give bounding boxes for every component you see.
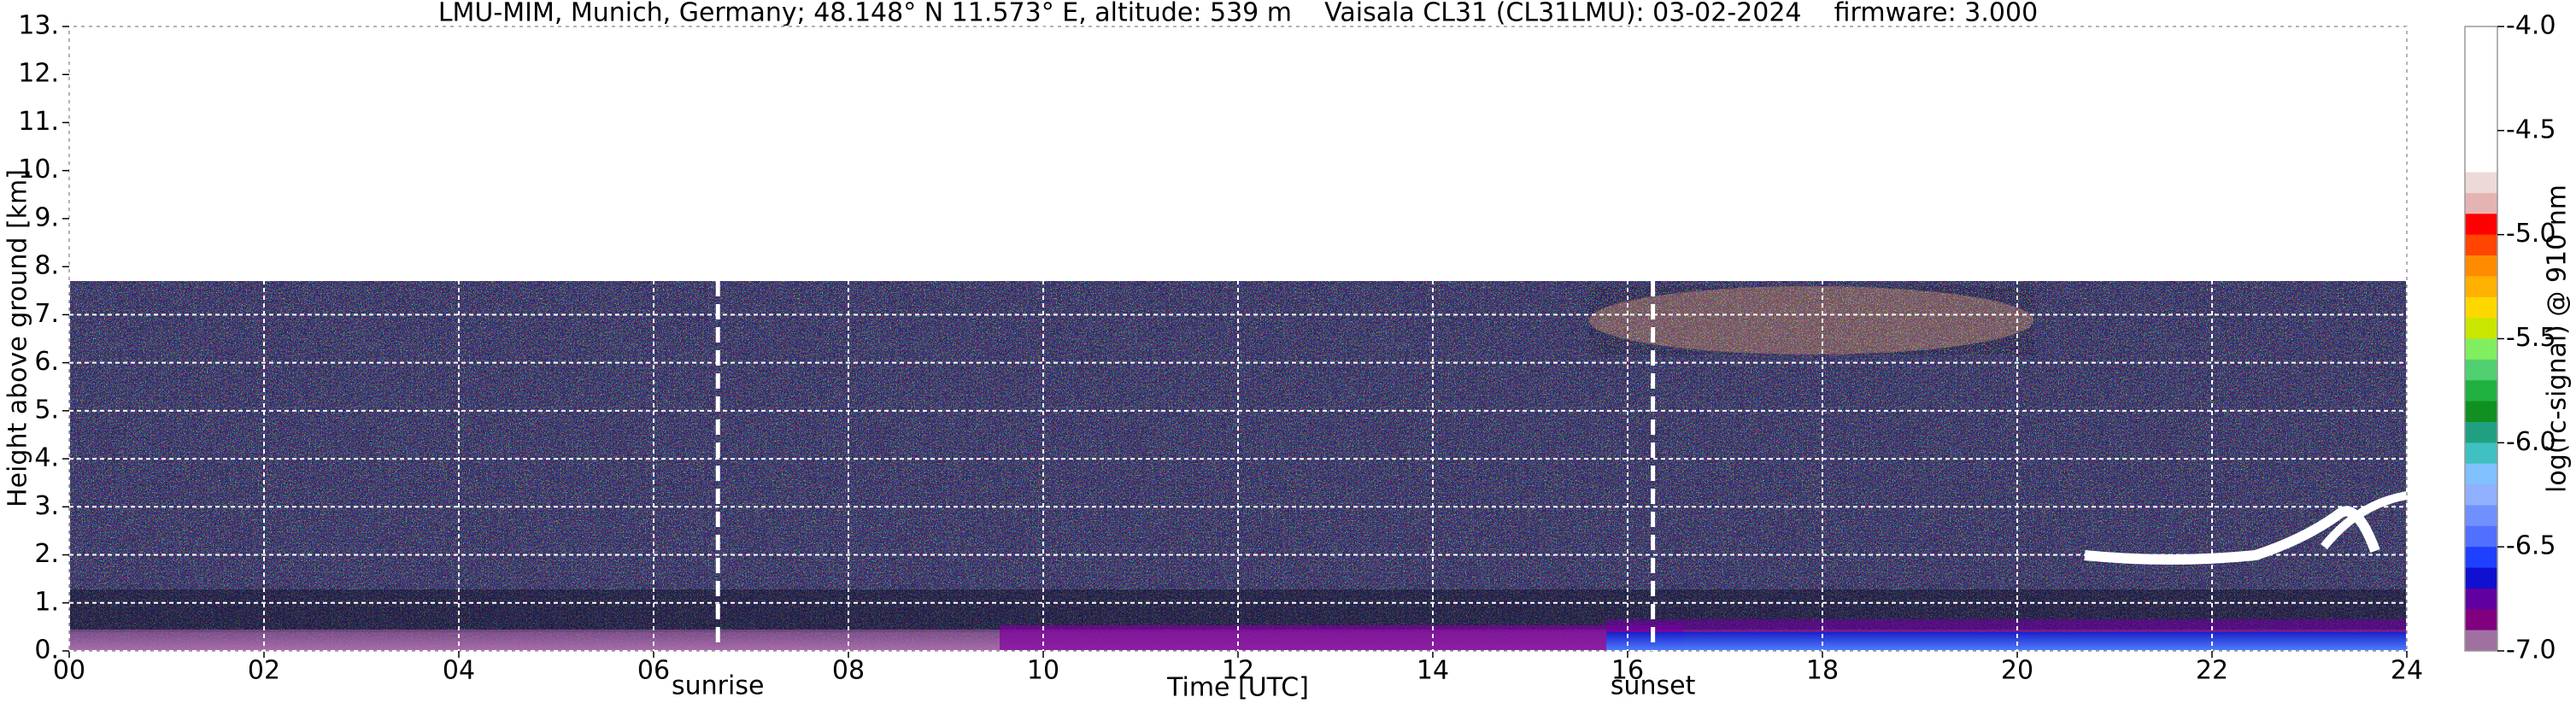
colorbar-segment [2465,151,2497,173]
cloud-layer-2 [2321,491,2408,550]
y-axis-label: Height above ground [km] [3,169,33,507]
colorbar-tick-label: -7.0 [2506,636,2556,665]
cirrus [1589,286,2033,354]
colorbar-segment [2465,359,2497,381]
colorbar-tick-label: -4.0 [2506,11,2556,41]
x-tick-label: 14 [1417,656,1449,686]
y-tick-label: 5. [34,395,59,425]
y-tick-label: 6. [34,347,59,377]
colorbar-segment [2465,26,2497,48]
y-tick-label: 13. [18,11,59,41]
colorbar-segment [2465,130,2497,152]
colorbar-segment [2465,338,2497,360]
colorbar-segment [2465,525,2497,548]
colorbar-segment [2465,380,2497,402]
y-tick-label: 7. [34,299,59,329]
y-tick-label: 10. [18,155,59,185]
y-tick-label: 9. [34,202,59,232]
surface-blue [1606,632,2407,651]
colorbar-segment [2465,442,2497,465]
y-tick-label: 2. [34,539,59,569]
annotation-label: sunrise [672,671,764,701]
x-tick-label: 02 [248,656,280,686]
colorbar-label: log(rc-signal) @ 910 nm [2543,185,2573,493]
colorbar-segment [2465,276,2497,298]
x-tick-label: 18 [1806,656,1839,686]
colorbar-segment [2465,401,2497,423]
y-tick-label: 3. [34,491,59,521]
colorbar-tick-label: -5.5 [2506,323,2556,353]
colorbar-segment [2465,214,2497,236]
x-tick-label: 24 [2391,656,2423,686]
colorbar-segment [2465,255,2497,277]
x-tick-label: 00 [53,656,85,686]
y-tick-label: 11. [18,107,59,137]
colorbar-segment [2465,47,2497,69]
colorbar-segment [2465,421,2497,443]
annotation-label: sunset [1611,671,1696,701]
surface-purple [1000,625,1683,651]
colorbar-segment [2465,547,2497,569]
x-tick-label: 10 [1027,656,1059,686]
x-tick-label: 06 [637,656,670,686]
x-axis-label: Time [UTC] [1166,673,1309,703]
x-tick-label: 12 [1222,656,1254,686]
colorbar-segment [2465,296,2497,319]
colorbar-segment [2465,192,2497,214]
colorbar-segment [2465,318,2497,339]
y-tick-label: 12. [18,59,59,89]
colorbar-tick-label: -4.5 [2506,114,2556,144]
y-tick-label: 4. [34,443,59,473]
colorbar-segment [2465,609,2497,631]
chart-title: LMU-MIM, Munich, Germany; 48.148° N 11.5… [438,0,2038,28]
x-tick-label: 22 [2196,656,2228,686]
x-tick-label: 16 [1611,656,1644,686]
colorbar-segment [2465,67,2497,90]
colorbar-segment [2465,588,2497,610]
x-tick-label: 20 [2001,656,2033,686]
y-tick-label: 1. [34,587,59,617]
colorbar-segment [2465,109,2497,132]
colorbar-segment [2465,630,2497,652]
y-tick-label: 8. [34,251,59,281]
x-tick-label: 08 [832,656,865,686]
colorbar-tick-label: -6.5 [2506,531,2556,561]
colorbar-segment [2465,463,2497,485]
y-tick-label: 0. [34,636,59,665]
surface-purple-2 [1606,619,2407,635]
colorbar-segment [2465,172,2497,194]
colorbar-segment [2465,89,2497,110]
colorbar-segment [2465,505,2497,527]
x-tick-label: 04 [443,656,475,686]
colorbar-tick-label: -6.0 [2506,427,2556,457]
colorbar-tick-label: -5.0 [2506,219,2556,249]
colorbar-segment [2465,484,2497,506]
colorbar-segment [2465,567,2497,589]
colorbar-segment [2465,234,2497,256]
